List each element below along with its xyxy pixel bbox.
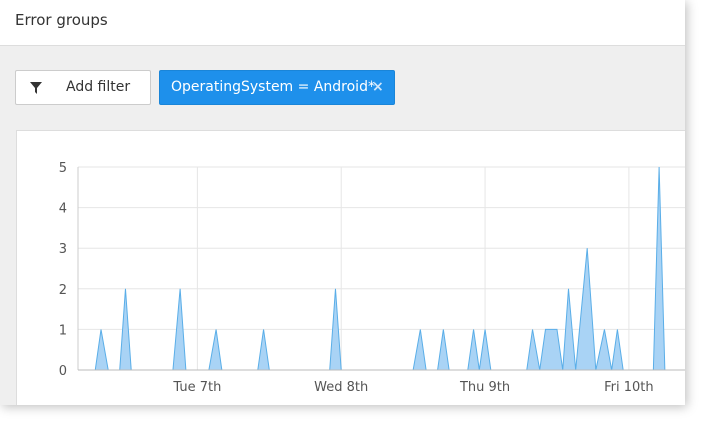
y-tick-label: 2 <box>59 283 67 298</box>
y-tick-label: 5 <box>59 161 67 176</box>
x-tick-label: Wed 8th <box>314 380 368 395</box>
remove-filter[interactable]: × <box>372 79 384 95</box>
y-tick-label: 0 <box>59 364 67 379</box>
area-line <box>78 166 685 371</box>
header: Error groups <box>0 0 685 46</box>
y-tick-label: 3 <box>59 242 67 257</box>
add-filter-label: Add filter <box>66 79 131 95</box>
active-filter-label: OperatingSystem = Android* <box>171 79 375 95</box>
active-filter[interactable]: OperatingSystem = Android* × <box>159 70 395 105</box>
y-tick-label: 1 <box>59 323 67 338</box>
title: Error groups <box>15 11 108 29</box>
x-tick-label: Fri 10th <box>604 380 654 395</box>
filter-icon <box>30 82 42 94</box>
x-tick-label: Tue 7th <box>172 380 221 395</box>
add-filter-button[interactable]: Add filter <box>15 70 151 105</box>
x-tick-label: Thu 9th <box>459 380 510 395</box>
y-tick-label: 4 <box>59 202 67 217</box>
